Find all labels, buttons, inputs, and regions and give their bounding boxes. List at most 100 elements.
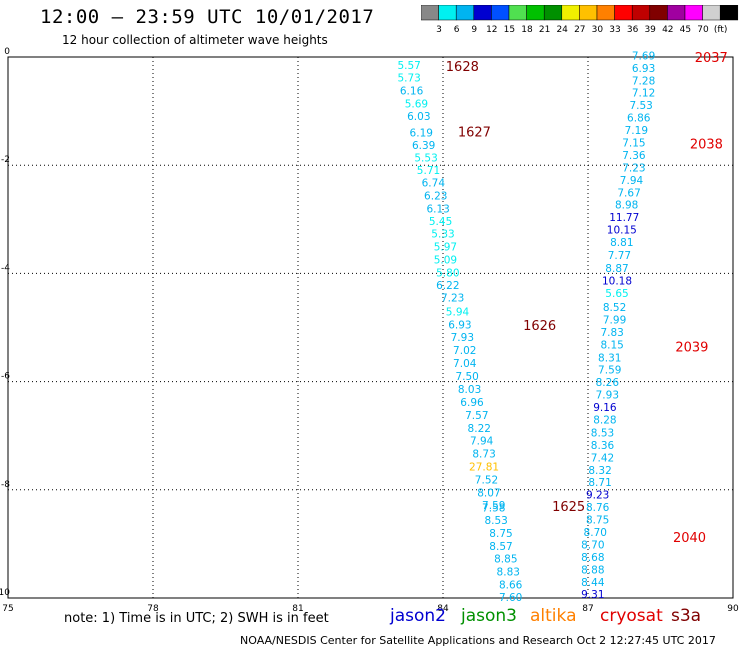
wave-height-value: 8.83 bbox=[497, 566, 520, 578]
wave-height-value: 8.15 bbox=[600, 339, 623, 351]
x-tick-label: 78 bbox=[147, 604, 159, 614]
wave-height-value: 6.93 bbox=[632, 63, 655, 75]
wave-height-value: 7.50 bbox=[455, 371, 478, 383]
color-scale-label: 30 bbox=[591, 25, 604, 35]
y-tick-label: -6 bbox=[1, 372, 10, 382]
wave-height-value: 8.81 bbox=[610, 237, 633, 249]
color-scale-label: 3 bbox=[436, 25, 442, 35]
wave-height-value: 9.16 bbox=[593, 402, 617, 414]
legend-jason3: jason3 bbox=[461, 606, 517, 626]
color-scale-label: 70 bbox=[697, 25, 709, 35]
wave-height-value: 5.97 bbox=[434, 241, 457, 253]
plot-frame bbox=[7, 56, 734, 599]
wave-height-value: 8.07 bbox=[477, 488, 500, 500]
color-scale-label: (ft) bbox=[713, 25, 728, 35]
wave-height-value: 7.15 bbox=[622, 137, 645, 149]
wave-height-value: 7.94 bbox=[620, 175, 644, 187]
legend-s3a: s3a bbox=[671, 606, 702, 626]
wave-height-value: 8.03 bbox=[458, 384, 481, 396]
wave-height-value: 7.19 bbox=[625, 125, 648, 137]
wave-height-value: 9.31 bbox=[581, 589, 604, 601]
wave-height-value: 8.32 bbox=[588, 465, 611, 477]
wave-height-value: 8.26 bbox=[596, 377, 620, 389]
color-scale-legend: 3 6 9 12 15 18 21 24 27 30 33 36 39 42 45 70 (ft) bbox=[420, 4, 740, 35]
wave-height-value: 5.71 bbox=[417, 165, 440, 177]
wave-height-value: 7.28 bbox=[632, 75, 655, 87]
pass-time-label: 1626 bbox=[523, 319, 556, 334]
wave-height-value: 7.67 bbox=[617, 187, 640, 199]
wave-height-value: 5.65 bbox=[605, 288, 628, 300]
color-scale-label: 12 bbox=[486, 25, 498, 35]
wave-height-value: 8.44 bbox=[581, 577, 605, 589]
wave-height-value: 8.36 bbox=[591, 440, 615, 452]
wave-height-value: 6.13 bbox=[426, 203, 449, 215]
wave-height-value: 6.86 bbox=[627, 113, 651, 125]
wave-height-value: 7.42 bbox=[591, 452, 614, 464]
wave-height-value: 5.80 bbox=[436, 267, 459, 279]
wave-height-value: 6.93 bbox=[448, 319, 471, 331]
wave-height-value: 8.70 bbox=[581, 539, 604, 551]
pass-time-label: 2040 bbox=[673, 531, 706, 546]
wave-height-value: 7.23 bbox=[441, 293, 464, 305]
legend-jason2: jason2 bbox=[390, 606, 446, 626]
wave-height-value: 7.36 bbox=[622, 150, 646, 162]
legend-cryosat: cryosat bbox=[600, 606, 663, 626]
x-tick-label: 81 bbox=[292, 604, 303, 614]
wave-height-value: 8.71 bbox=[588, 477, 611, 489]
wave-height-value: 5.73 bbox=[397, 73, 420, 85]
wave-height-value: 7.69 bbox=[632, 50, 655, 62]
y-tick-label: -4 bbox=[1, 263, 10, 273]
footer-credit: NOAA/NESDIS Center for Satellite Applica… bbox=[240, 634, 716, 647]
wave-height-value: 7.94 bbox=[470, 436, 494, 448]
x-tick-label: 90 bbox=[727, 604, 739, 614]
wave-height-value: 7.58 bbox=[482, 503, 505, 515]
wave-height-value: 5.69 bbox=[405, 99, 428, 111]
x-tick-label: 87 bbox=[582, 604, 593, 614]
color-scale-label: 9 bbox=[471, 25, 478, 35]
pass-time-label: 2038 bbox=[690, 138, 723, 153]
wave-height-value: 8.70 bbox=[584, 527, 607, 539]
wave-height-value: 8.75 bbox=[489, 528, 512, 540]
color-scale-swatch bbox=[719, 4, 739, 21]
wave-height-value: 5.45 bbox=[429, 216, 452, 228]
color-scale-label: 18 bbox=[521, 25, 533, 35]
wave-height-value: 7.59 bbox=[482, 500, 505, 512]
wave-height-value: 8.87 bbox=[605, 263, 628, 275]
wave-height-value: 6.19 bbox=[410, 128, 433, 140]
wave-height-value: 8.88 bbox=[581, 564, 604, 576]
wave-height-value: 8.75 bbox=[586, 515, 609, 527]
wave-height-value: 5.94 bbox=[446, 306, 470, 318]
wave-height-value: 5.53 bbox=[414, 153, 437, 165]
wave-height-value: 7.53 bbox=[629, 100, 652, 112]
page-subtitle: 12 hour collection of altimeter wave hei… bbox=[62, 33, 328, 47]
wave-height-value: 7.59 bbox=[598, 365, 621, 377]
wave-height-value: 8.57 bbox=[489, 541, 512, 553]
pass-time-label: 2037 bbox=[695, 51, 728, 66]
wave-height-value: 7.60 bbox=[499, 592, 522, 604]
color-scale-label: 33 bbox=[609, 25, 621, 35]
wave-height-value: 9.23 bbox=[586, 490, 609, 502]
units-note: note: 1) Time is in UTC; 2) SWH is in fe… bbox=[64, 611, 329, 626]
wave-height-value: 8.73 bbox=[472, 449, 495, 461]
wave-height-value: 7.93 bbox=[596, 390, 619, 402]
wave-height-value: 6.03 bbox=[407, 111, 430, 123]
wave-height-value: 7.52 bbox=[475, 475, 498, 487]
color-scale-label: 6 bbox=[453, 25, 460, 35]
color-scale-label: 15 bbox=[503, 25, 516, 35]
color-scale-bar bbox=[420, 4, 739, 21]
wave-height-value: 7.83 bbox=[600, 327, 623, 339]
wave-height-value: 7.23 bbox=[622, 162, 645, 174]
wave-height-value: 8.31 bbox=[598, 352, 621, 364]
y-tick-label: 0 bbox=[4, 47, 10, 57]
wave-height-value: 27.81 bbox=[469, 462, 499, 474]
wave-height-value: 10.18 bbox=[602, 275, 632, 287]
color-scale-label: 36 bbox=[626, 25, 639, 35]
wave-height-value: 6.22 bbox=[436, 280, 459, 292]
wave-height-value: 6.74 bbox=[422, 178, 446, 190]
pass-time-label: 2039 bbox=[675, 340, 708, 355]
wave-height-value: 7.57 bbox=[465, 410, 488, 422]
wave-height-value: 6.16 bbox=[400, 86, 424, 98]
wave-height-value: 7.77 bbox=[608, 250, 631, 262]
color-scale-label: 39 bbox=[644, 25, 656, 35]
